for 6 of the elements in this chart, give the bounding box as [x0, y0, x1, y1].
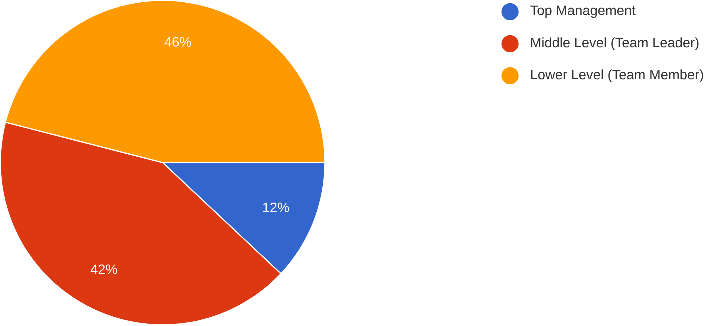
legend-label: Top Management [530, 6, 636, 18]
data-label: 12% [263, 202, 290, 213]
legend-label: Lower Level (Team Member) [531, 70, 704, 82]
legend-label: Middle Level (Team Leader) [531, 38, 699, 50]
data-label: 46% [164, 37, 192, 48]
data-label: 42% [90, 264, 118, 274]
